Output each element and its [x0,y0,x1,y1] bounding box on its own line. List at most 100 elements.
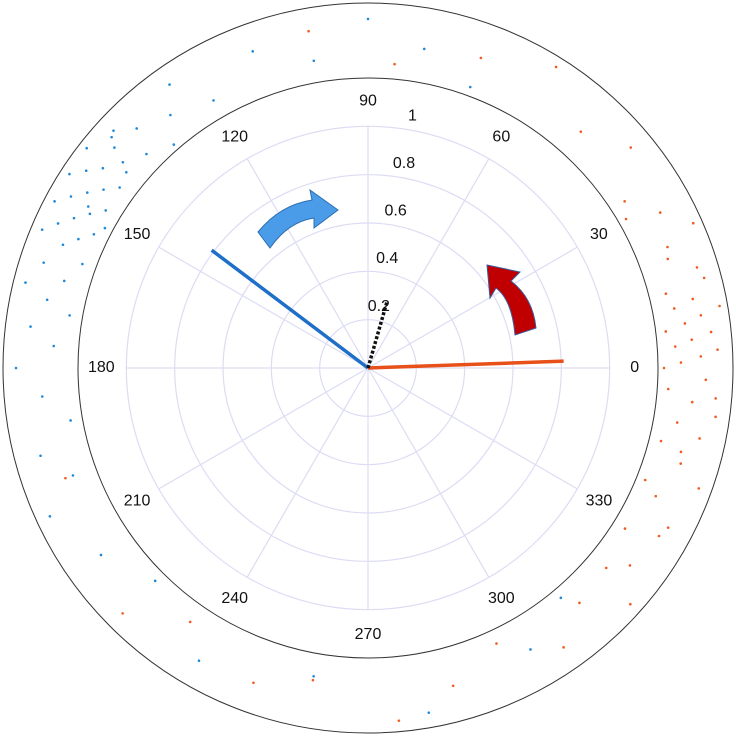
scatter-point [679,462,683,465]
grid-spoke [367,246,578,369]
scatter-point [312,59,316,63]
scatter-point [29,325,32,328]
r-tick-label: 0.6 [384,203,406,220]
scatter-point [658,211,662,214]
scatter-point [675,421,679,424]
scatter-point [40,395,44,398]
scatter-point [690,400,694,404]
scatter-point [654,494,658,498]
vector [366,300,389,369]
scatter-point [169,113,172,117]
scatter-point [691,297,695,301]
theta-tick-label: 60 [492,128,510,145]
theta-tick-label: 90 [359,93,377,110]
scatter-point [714,415,717,419]
scatter-point [172,143,176,146]
scatter-point [77,237,80,241]
theta-tick-label: 30 [590,226,608,243]
scatter-point [42,261,45,264]
scatter-point [699,313,703,317]
grid-spoke [158,367,369,490]
vector [367,359,564,370]
scatter-point [118,186,121,189]
scatter-point [68,314,71,317]
scatter-point [623,200,626,203]
scatter-point [135,127,138,130]
scatter-point [657,534,661,538]
scatter-point [559,596,563,600]
scatter-point [110,135,113,139]
scatter-point [197,659,201,663]
scatter-point [604,566,608,570]
scatter-point [84,169,88,172]
theta-tick-label: 330 [586,493,613,510]
scatter-point [479,56,483,60]
scatter-point [664,330,668,333]
grid-spoke [367,367,578,490]
theta-tick-label: 270 [355,626,382,643]
scatter-point [99,553,103,557]
scatter-point [307,29,310,33]
scatter-point [659,439,663,443]
scatter-point [212,99,215,102]
scatter-point [690,338,694,341]
scatter-point [311,678,315,682]
scatter-point [695,266,699,269]
scatter-point [427,711,431,714]
theta-tick-label: 150 [124,226,151,243]
scatter-point [697,487,701,490]
scatter-point [92,232,96,236]
scatter-point [666,245,669,249]
theta-tick-label: 120 [221,128,248,145]
theta-tick-label: 180 [88,359,115,376]
scatter-point [698,437,701,440]
scatter-point [40,228,44,231]
scatter-point [188,620,192,624]
scatter-point [366,17,370,21]
scatter-point [153,579,157,583]
scatter-point [393,62,396,66]
grid-spoke [367,367,490,578]
scatter-point [562,646,565,649]
scatter-point [664,292,668,296]
scatter-point [662,366,666,370]
scatter-point [718,304,721,308]
scatter-point [666,387,670,391]
scatter-point [629,146,633,149]
scatter-point [113,146,116,149]
scatter-point [69,419,72,422]
r-tick-label: 1 [408,107,417,124]
scatter-point [451,684,455,688]
scatter-point [578,601,581,605]
grid-spoke [246,158,369,369]
scatter-point [81,262,84,266]
scatter-point [624,217,628,221]
rotation-arrow-blue [257,188,339,249]
scatter-point [628,564,632,567]
scatter-point [61,243,65,247]
scatter-point [88,212,92,216]
scatter-point [85,191,89,194]
scatter-point [579,130,583,133]
scatter-point [679,361,683,364]
scatter-point [24,281,27,284]
theta-tick-label: 240 [221,590,248,607]
scatter-point [104,209,108,212]
r-tick-label: 0.4 [376,250,398,267]
scatter-point [252,681,255,685]
scatter-point [168,83,171,86]
scatter-point [691,221,695,225]
scatter-point [529,648,532,651]
scatter-point [704,378,708,382]
scatter-point [125,170,128,174]
vector [210,248,370,370]
scatter-point [101,166,105,170]
theta-tick-label: 210 [124,493,151,510]
scatter-point [702,276,706,280]
scatter-point [71,474,75,477]
scatter-point [39,454,42,458]
scatter-point [72,216,76,220]
scatter-point [422,47,426,51]
scatter-point [68,172,71,176]
